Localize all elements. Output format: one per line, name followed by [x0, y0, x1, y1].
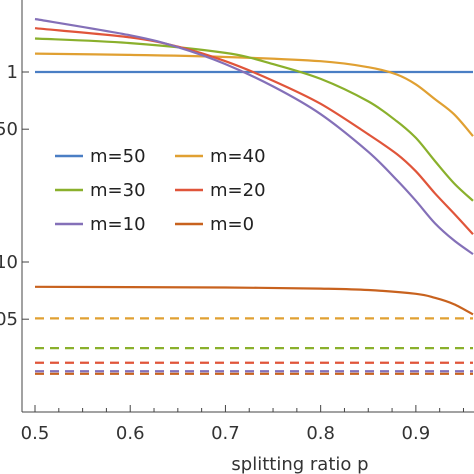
legend-label-m20: m=20 — [210, 180, 266, 201]
y-tick-label: 05 — [0, 309, 18, 330]
series-line-m40 — [34, 52, 474, 137]
y-tick-label: 1 — [7, 62, 18, 83]
legend: m=50 m=40 m=30 m=20 m=10 m=0 — [55, 146, 266, 235]
x-axis-label: splitting ratio p — [231, 454, 368, 474]
legend-label-m50: m=50 — [90, 146, 146, 167]
legend-label-m0: m=0 — [210, 214, 254, 235]
series-line-m10 — [34, 17, 474, 255]
axes — [21, 0, 474, 413]
x-tick-label: 0.8 — [306, 423, 335, 444]
series-line-m0 — [34, 285, 474, 316]
x-tick-label: 0.9 — [402, 423, 431, 444]
y-tick-label: 10 — [0, 252, 18, 273]
legend-label-m30: m=30 — [90, 180, 146, 201]
x-tick-label: 0.6 — [116, 423, 145, 444]
plot-series — [34, 17, 474, 375]
tick-labels: 0.5 0.6 0.7 0.8 0.9 1 50 10 05 — [0, 62, 430, 444]
legend-label-m40: m=40 — [210, 146, 266, 167]
x-tick-label: 0.5 — [21, 423, 50, 444]
y-tick-label: 50 — [0, 119, 18, 140]
series-line-m30 — [34, 37, 474, 202]
x-tick-label: 0.7 — [211, 423, 240, 444]
legend-label-m10: m=10 — [90, 214, 146, 235]
